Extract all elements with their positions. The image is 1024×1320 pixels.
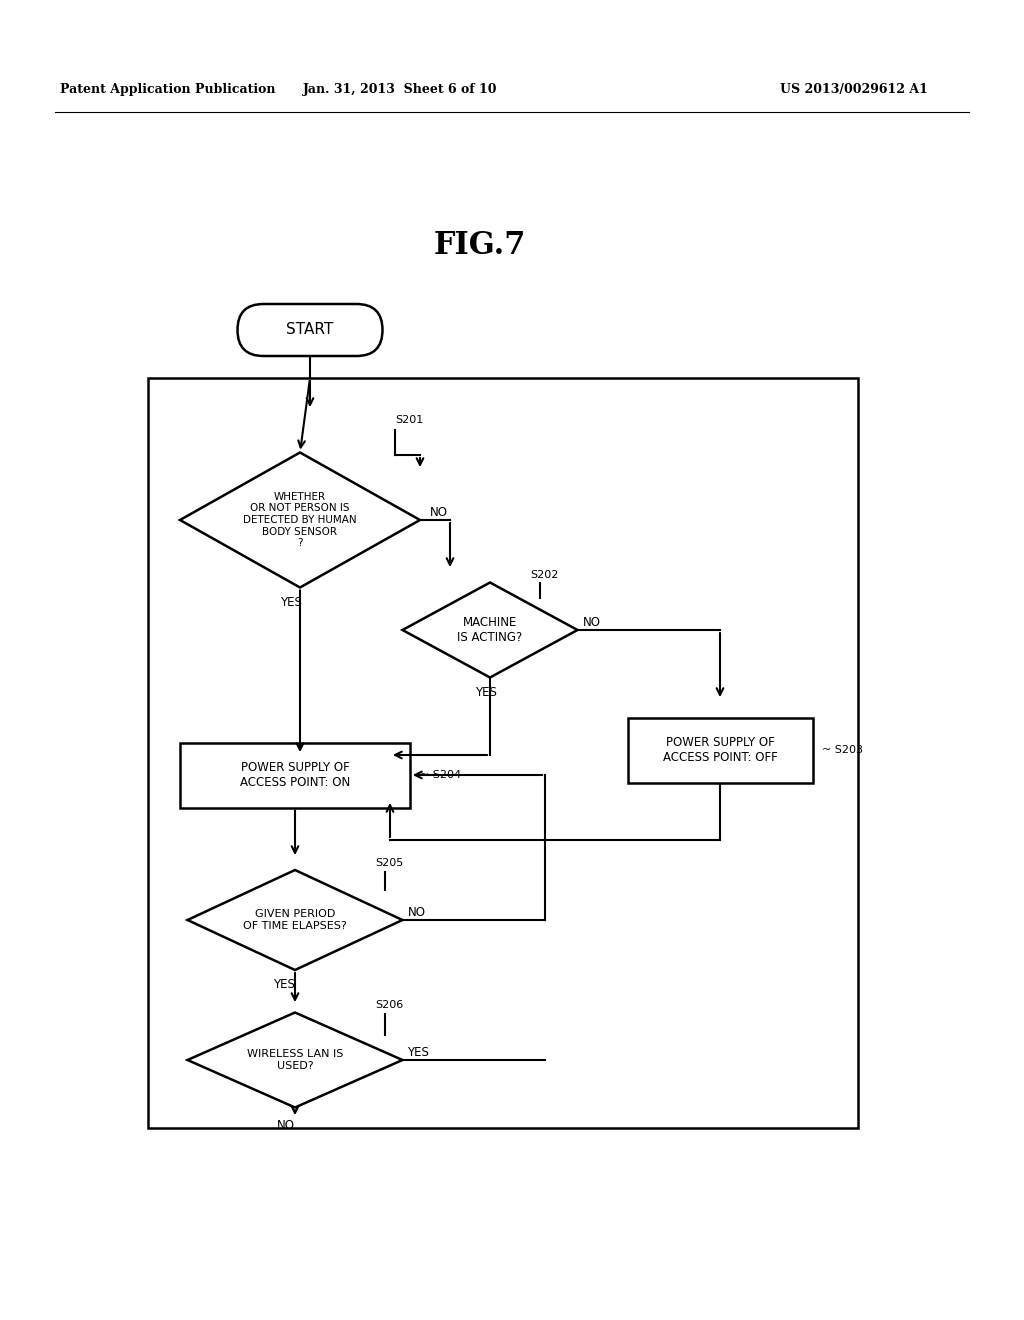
- Bar: [628, 718, 812, 783]
- Text: START: START: [287, 322, 334, 338]
- Text: NO: NO: [278, 1119, 295, 1133]
- Polygon shape: [402, 582, 578, 677]
- Polygon shape: [187, 870, 402, 970]
- Text: NO: NO: [430, 506, 449, 519]
- Text: S202: S202: [530, 570, 558, 579]
- Text: YES: YES: [408, 1045, 429, 1059]
- Text: NO: NO: [583, 615, 600, 628]
- Text: Patent Application Publication: Patent Application Publication: [60, 83, 275, 96]
- Text: S201: S201: [395, 414, 423, 425]
- Text: Jan. 31, 2013  Sheet 6 of 10: Jan. 31, 2013 Sheet 6 of 10: [303, 83, 498, 96]
- Text: ~ S204: ~ S204: [420, 770, 461, 780]
- Text: MACHINE
IS ACTING?: MACHINE IS ACTING?: [458, 616, 522, 644]
- Text: YES: YES: [475, 686, 497, 700]
- Text: WHETHER
OR NOT PERSON IS
DETECTED BY HUMAN
BODY SENSOR
?: WHETHER OR NOT PERSON IS DETECTED BY HUM…: [243, 492, 356, 548]
- Text: POWER SUPPLY OF
ACCESS POINT: ON: POWER SUPPLY OF ACCESS POINT: ON: [240, 762, 350, 789]
- Bar: [148, 378, 858, 1129]
- Polygon shape: [187, 1012, 402, 1107]
- Text: YES: YES: [273, 978, 295, 991]
- Text: S205: S205: [375, 858, 403, 869]
- Text: ~ S203: ~ S203: [822, 744, 863, 755]
- Text: WIRELESS LAN IS
USED?: WIRELESS LAN IS USED?: [247, 1049, 343, 1071]
- Bar: [180, 742, 410, 808]
- Text: POWER SUPPLY OF
ACCESS POINT: OFF: POWER SUPPLY OF ACCESS POINT: OFF: [663, 737, 777, 764]
- Text: US 2013/0029612 A1: US 2013/0029612 A1: [780, 83, 928, 96]
- Text: GIVEN PERIOD
OF TIME ELAPSES?: GIVEN PERIOD OF TIME ELAPSES?: [243, 909, 347, 931]
- Text: NO: NO: [408, 906, 426, 919]
- FancyBboxPatch shape: [238, 304, 383, 356]
- Text: YES: YES: [280, 597, 302, 609]
- Text: FIG.7: FIG.7: [434, 230, 526, 260]
- Text: S206: S206: [375, 1001, 403, 1010]
- Polygon shape: [180, 453, 420, 587]
